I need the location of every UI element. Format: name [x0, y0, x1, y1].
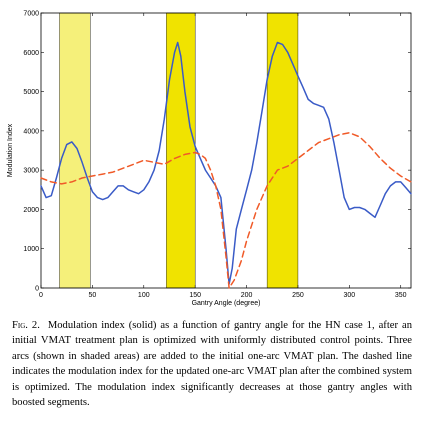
shaded-arc-3	[266, 12, 299, 289]
y-tick-label: 3000	[23, 168, 39, 175]
modulation-index-chart: 0 50 100 150 200 250 300 350 0 1000 2000 3000 4000 5…	[7, 11, 412, 307]
y-tick-label: 7000	[23, 11, 39, 18]
x-tick-label: 100	[138, 292, 150, 299]
series-layer	[40, 41, 412, 289]
y-axis-label: Modulation Index	[7, 123, 14, 177]
x-axis-ticks: 0 50 100 150 200 250 300 350	[39, 13, 407, 299]
x-tick-label: 50	[88, 292, 96, 299]
x-tick-label: 0	[39, 292, 43, 299]
plot-frame	[40, 12, 412, 289]
y-tick-label: 0	[35, 286, 39, 293]
x-tick-label: 150	[189, 292, 201, 299]
x-tick-label: 300	[343, 292, 355, 299]
y-axis-ticks: 0 1000 2000 3000 4000 5000 6000 7000	[23, 11, 411, 293]
shaded-arcs	[59, 12, 299, 289]
dashed-modulation-line	[40, 132, 412, 289]
x-tick-label: 200	[241, 292, 253, 299]
x-axis-label: Gantry Angle (degree)	[192, 300, 261, 307]
y-tick-label: 6000	[23, 50, 39, 57]
caption-label: Fig. 2.	[12, 320, 40, 331]
y-tick-label: 5000	[23, 89, 39, 96]
figure-caption: Fig. 2. Modulation index (solid) as a fu…	[12, 318, 412, 410]
x-tick-label: 250	[292, 292, 304, 299]
x-tick-label: 350	[395, 292, 407, 299]
y-tick-label: 4000	[23, 128, 39, 135]
caption-text: Modulation index (solid) as a function o…	[12, 320, 412, 409]
y-tick-label: 2000	[23, 207, 39, 214]
solid-modulation-line	[40, 41, 412, 285]
y-tick-label: 1000	[23, 246, 39, 253]
